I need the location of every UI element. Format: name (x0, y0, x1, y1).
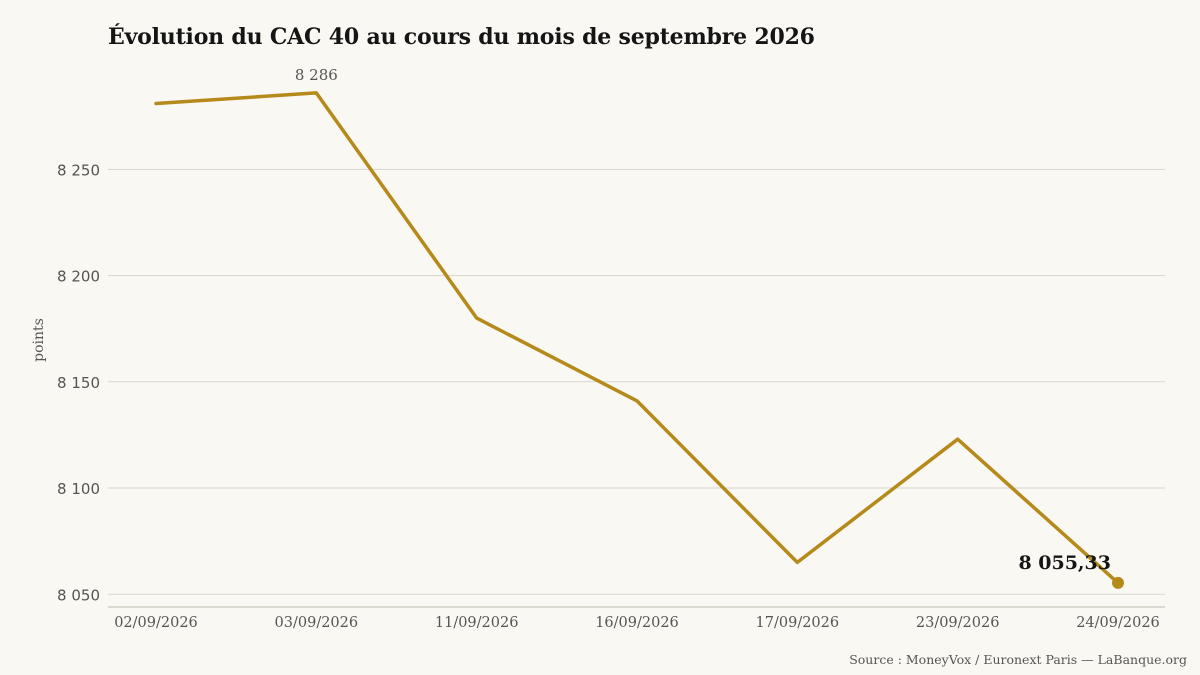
axes: 8 050 8 100 8 150 8 200 8 250 points 02/09/202… (31, 161, 1165, 631)
annotations: 8 286 8 055,33 (295, 66, 1111, 574)
series-line (154, 91, 1120, 585)
source-note: Source : MoneyVox / Euronext Paris — LaB… (849, 652, 1187, 667)
y-tick-label: 8 050 (57, 586, 100, 604)
y-tick-label: 8 250 (57, 161, 100, 179)
x-tick-label: 03/09/2026 (275, 615, 359, 631)
x-tick-label: 11/09/2026 (435, 615, 519, 631)
gridlines (108, 168, 1165, 595)
x-tick-label: 24/09/2026 (1076, 615, 1160, 631)
x-tick-label: 02/09/2026 (114, 615, 198, 631)
y-tick-label: 8 200 (57, 268, 100, 286)
series-layer (154, 91, 1124, 589)
x-tick-label: 16/09/2026 (595, 615, 679, 631)
y-tick-label: 8 150 (57, 374, 100, 392)
y-tick-label: 8 100 (57, 480, 100, 498)
last-value-label: 8 055,33 (1018, 552, 1111, 574)
x-tick-label: 17/09/2026 (756, 615, 840, 631)
y-axis-title: points (31, 318, 47, 362)
chart-title: Évolution du CAC 40 au cours du mois de … (108, 24, 815, 50)
last-value-marker (1112, 576, 1124, 589)
peak-value-label: 8 286 (295, 66, 338, 84)
x-tick-label: 23/09/2026 (916, 615, 1000, 631)
